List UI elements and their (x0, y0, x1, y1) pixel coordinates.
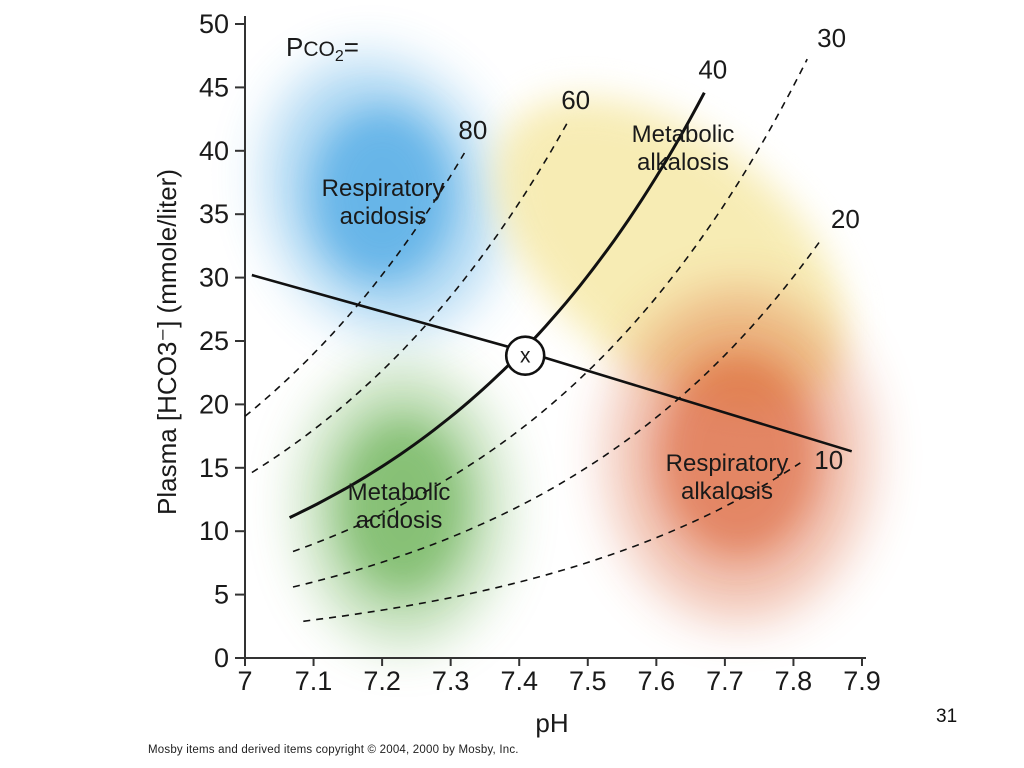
y-axis-title: Plasma [HCO3⁻] (mmole/liter) (152, 169, 182, 515)
region-label-respiratory_alkalosis: Respiratory alkalosis (666, 450, 789, 505)
region-blobs (265, 58, 869, 646)
isobar-30 (292, 58, 808, 553)
x-tick-label: 7.1 (295, 666, 333, 696)
x-tick-label: 7.2 (363, 666, 401, 696)
isobar-40 (288, 91, 706, 519)
slide-number: 31 (936, 706, 958, 727)
isobar-20 (292, 239, 822, 588)
copyright-notice: Mosby items and derived items copyright … (148, 744, 519, 756)
region-label-metabolic_acidosis: Metabolic acidosis (348, 479, 451, 534)
isobar-label-80: 80 (458, 115, 487, 145)
x-axis-title: pH (535, 708, 568, 738)
buffer-line-group: x (251, 273, 853, 453)
x-tick-label: 7.5 (569, 666, 607, 696)
normal-point-circle (504, 335, 546, 376)
x-tick-label: 7.6 (638, 666, 676, 696)
x-tick-label: 7.8 (775, 666, 813, 696)
isobar-label-40: 40 (698, 55, 727, 85)
region-blob-metabolic_acidosis (299, 366, 506, 646)
isobar-10 (303, 462, 801, 623)
y-tick-label: 10 (199, 516, 229, 546)
region-blob-respiratory_alkalosis (608, 290, 869, 620)
region-blob-respiratory_acidosis (265, 58, 499, 332)
normal-point-label: x (520, 345, 531, 368)
y-tick-label: 50 (199, 9, 229, 39)
pco2-isobars (244, 58, 822, 623)
y-tick-label: 20 (199, 389, 229, 419)
chart-labels: 80 60 40 30 20 10 PCO2= Respiratory acidosis Meta… (286, 23, 860, 534)
region-label-metabolic_alkalosis: Metabolic alkalosis (632, 121, 735, 176)
isobar-label-20: 20 (831, 204, 860, 234)
x-tick-label: 7.9 (843, 666, 881, 696)
isobar-label-60: 60 (561, 85, 590, 115)
y-tick-label: 5 (214, 580, 229, 610)
y-tick-label: 35 (199, 199, 229, 229)
y-tick-label: 25 (199, 326, 229, 356)
isobar-label-10: 10 (814, 445, 843, 475)
isobar-label-30: 30 (817, 23, 846, 53)
y-tick-label: 40 (199, 136, 229, 166)
y-tick-label: 30 (199, 263, 229, 293)
y-tick-label: 45 (199, 72, 229, 102)
x-tick-label: 7 (237, 666, 252, 696)
pco2-legend-label: PCO2= (286, 32, 359, 65)
x-tick-label: 7.4 (500, 666, 538, 696)
region-label-respiratory_acidosis: Respiratory acidosis (322, 175, 445, 230)
x-tick-label: 7.7 (706, 666, 744, 696)
y-tick-label: 15 (199, 453, 229, 483)
region-core-respiratory_acidosis (311, 108, 453, 282)
axes: 0 5 10 15 20 25 30 35 40 45 50 7 7.1 7.2 7.3 7.4 7.5 7.6 7… (152, 9, 881, 738)
isobar-80 (244, 152, 466, 417)
y-tick-label: 0 (214, 643, 229, 673)
x-tick-label: 7.3 (432, 666, 470, 696)
region-core-metabolic_acidosis (338, 419, 467, 593)
